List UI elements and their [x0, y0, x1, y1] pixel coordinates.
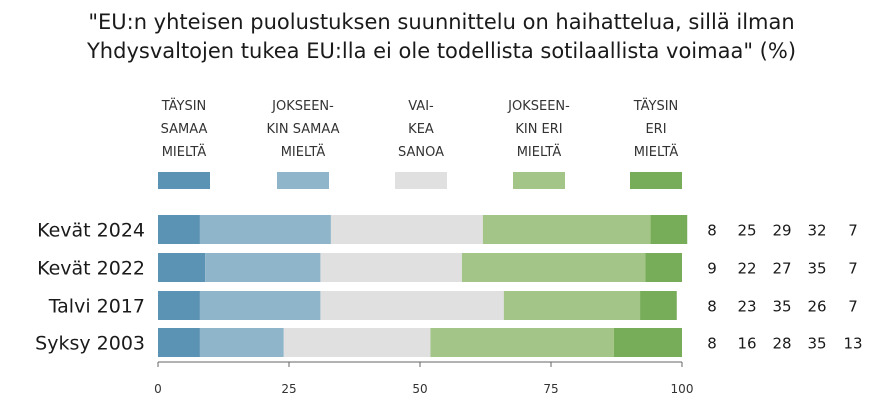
bar-segment — [430, 328, 614, 357]
legend-swatch — [158, 172, 210, 189]
data-value-label: 9 — [707, 260, 717, 278]
x-axis-tick-label: 25 — [281, 382, 296, 396]
data-value-label: 25 — [737, 222, 756, 240]
legend-label-line: TÄYSIN — [161, 98, 207, 114]
bar-segment — [645, 253, 682, 282]
legend-label-line: KIN ERI — [515, 122, 562, 137]
legend-label-line: SAMAA — [161, 122, 208, 137]
data-value-label: 7 — [848, 260, 858, 278]
data-value-label: 27 — [772, 260, 791, 278]
category-label: Kevät 2022 — [37, 258, 145, 280]
x-axis-tick-label: 0 — [154, 382, 162, 396]
legend-swatch — [277, 172, 329, 189]
data-value-label: 26 — [807, 298, 826, 316]
legend-label-line: MIELTÄ — [162, 144, 207, 160]
legend-label-line: KIN SAMAA — [267, 122, 340, 137]
chart-title: "EU:n yhteisen puolustuksen suunnittelu … — [0, 8, 883, 66]
data-value-label: 8 — [707, 335, 717, 353]
bar-segment — [320, 291, 504, 320]
data-value-label: 16 — [737, 335, 756, 353]
bar-segment — [650, 215, 688, 244]
category-label: Kevät 2024 — [37, 220, 145, 242]
bar-segment — [199, 328, 284, 357]
legend-label-line: SANOA — [398, 145, 444, 160]
legend-label-line: ERI — [645, 122, 666, 137]
chart-title-line-2: Yhdysvaltojen tukea EU:lla ei ole todell… — [86, 39, 797, 63]
bar-segment — [503, 291, 641, 320]
bar-segment — [613, 328, 682, 357]
x-axis-tick-label: 50 — [412, 382, 427, 396]
legend-label-line: JOKSEEN- — [507, 99, 570, 114]
data-value-label: 28 — [772, 335, 791, 353]
bar-segment — [461, 253, 646, 282]
bar-segment — [199, 215, 331, 244]
legend-label-line: KEA — [408, 122, 434, 137]
data-value-label: 13 — [843, 335, 862, 353]
bar-segment — [158, 215, 200, 244]
data-value-label: 8 — [707, 298, 717, 316]
bar-segment — [158, 253, 206, 282]
data-value-label: 23 — [737, 298, 756, 316]
bar-segment — [205, 253, 321, 282]
data-value-label: 29 — [772, 222, 791, 240]
data-value-label: 35 — [807, 335, 826, 353]
category-label: Talvi 2017 — [48, 296, 145, 318]
legend-label-line: MIELTÄ — [281, 144, 326, 160]
data-value-label: 7 — [848, 298, 858, 316]
bar-segment — [158, 291, 200, 320]
bar-segment — [482, 215, 651, 244]
legend-swatch — [395, 172, 447, 189]
legend-swatch — [630, 172, 682, 189]
legend-label-line: VAI- — [408, 99, 434, 114]
legend-label-line: TÄYSIN — [633, 98, 679, 114]
legend-swatch — [513, 172, 565, 189]
data-value-label: 32 — [807, 222, 826, 240]
data-value-label: 8 — [707, 222, 717, 240]
data-value-label: 22 — [737, 260, 756, 278]
data-value-label: 7 — [848, 222, 858, 240]
category-label: Syksy 2003 — [35, 333, 145, 355]
data-value-label: 35 — [772, 298, 791, 316]
legend-label-line: MIELTÄ — [517, 144, 562, 160]
data-value-label: 35 — [807, 260, 826, 278]
bar-segment — [199, 291, 321, 320]
bar-segment — [158, 328, 200, 357]
legend-label-line: MIELTÄ — [634, 144, 679, 160]
bar-segment — [330, 215, 483, 244]
bar-segment — [283, 328, 431, 357]
chart-title-line-1: "EU:n yhteisen puolustuksen suunnittelu … — [88, 10, 795, 34]
x-axis-tick-label: 75 — [543, 382, 558, 396]
legend-label-line: JOKSEEN- — [271, 99, 334, 114]
x-axis-tick-label: 100 — [671, 382, 694, 396]
bar-segment — [640, 291, 677, 320]
bar-segment — [320, 253, 462, 282]
